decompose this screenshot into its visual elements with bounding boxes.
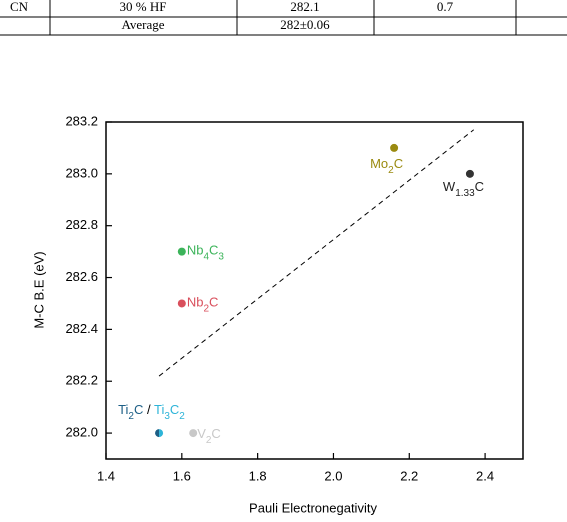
point-label: Nb4C3 xyxy=(187,243,225,263)
table-cell: 30 % HF xyxy=(120,0,167,14)
label-part: C xyxy=(170,403,179,418)
point-label: Ti2C / Ti3C2 xyxy=(118,403,185,423)
label-part: Mo xyxy=(370,156,388,171)
plot-frame xyxy=(105,121,524,460)
table-cell: 282.1 xyxy=(290,0,319,14)
y-tick-label: 282.6 xyxy=(65,269,98,284)
label-part: 4 xyxy=(203,252,209,263)
y-tick-label: 282.2 xyxy=(65,373,98,388)
x-axis-label: Pauli Electronegativity xyxy=(249,500,377,515)
point-label: Mo2C xyxy=(370,156,403,176)
table-cell: 0.7 xyxy=(437,0,454,14)
label-part: 3 xyxy=(218,252,224,263)
label-part: 2 xyxy=(179,411,185,422)
point xyxy=(465,169,474,178)
y-tick-label: 282.4 xyxy=(65,321,98,336)
label-part: Nb xyxy=(187,295,204,310)
label-part: 2 xyxy=(203,304,209,315)
label-part: / xyxy=(143,403,154,418)
x-tick-label: 1.6 xyxy=(173,468,191,483)
chart: Pauli Electronegativity M-C B.E (eV) 1.4… xyxy=(31,113,524,515)
point xyxy=(177,299,186,308)
label-part: Nb xyxy=(187,243,204,258)
label-part: 3 xyxy=(164,411,170,422)
label-part: C xyxy=(134,403,143,418)
point xyxy=(177,247,186,256)
label-part: C xyxy=(394,156,403,171)
label-part: V xyxy=(197,427,206,442)
label-part: 1.33 xyxy=(455,188,475,199)
y-axis-label: M-C B.E (eV) xyxy=(31,251,46,328)
label-part: Ti xyxy=(154,403,164,418)
point-label: Nb2C xyxy=(187,295,219,315)
label-part: 2 xyxy=(206,435,212,446)
point xyxy=(189,429,198,438)
x-tick-label: 2.2 xyxy=(400,468,418,483)
label-part: W xyxy=(443,179,456,194)
point-label: W1.33C xyxy=(443,179,484,199)
label-part: C xyxy=(211,427,220,442)
y-tick-label: 282.8 xyxy=(65,217,98,232)
table-cell: 282±0.06 xyxy=(280,17,330,32)
point-label: V2C xyxy=(197,427,221,447)
point xyxy=(390,143,399,152)
x-tick-label: 1.8 xyxy=(249,468,267,483)
point-half xyxy=(159,429,164,438)
label-part: C xyxy=(475,179,484,194)
y-tick-label: 282.0 xyxy=(65,425,98,440)
x-tick-label: 2.0 xyxy=(324,468,342,483)
point-half xyxy=(155,429,160,438)
y-tick-label: 283.2 xyxy=(65,113,98,128)
label-part: 2 xyxy=(128,411,134,422)
table-cell: CN xyxy=(10,0,29,14)
x-tick-label: 2.4 xyxy=(476,468,494,483)
label-part: Ti xyxy=(118,403,128,418)
label-part: C xyxy=(209,243,218,258)
table: CN 30 % HF 282.1 0.7 Average 282±0.06 xyxy=(0,0,567,36)
label-part: 2 xyxy=(388,165,394,176)
table-cell: Average xyxy=(121,17,164,32)
trend-line xyxy=(158,129,475,377)
y-tick-label: 283.0 xyxy=(65,165,98,180)
x-tick-label: 1.4 xyxy=(97,468,115,483)
label-part: C xyxy=(209,295,218,310)
